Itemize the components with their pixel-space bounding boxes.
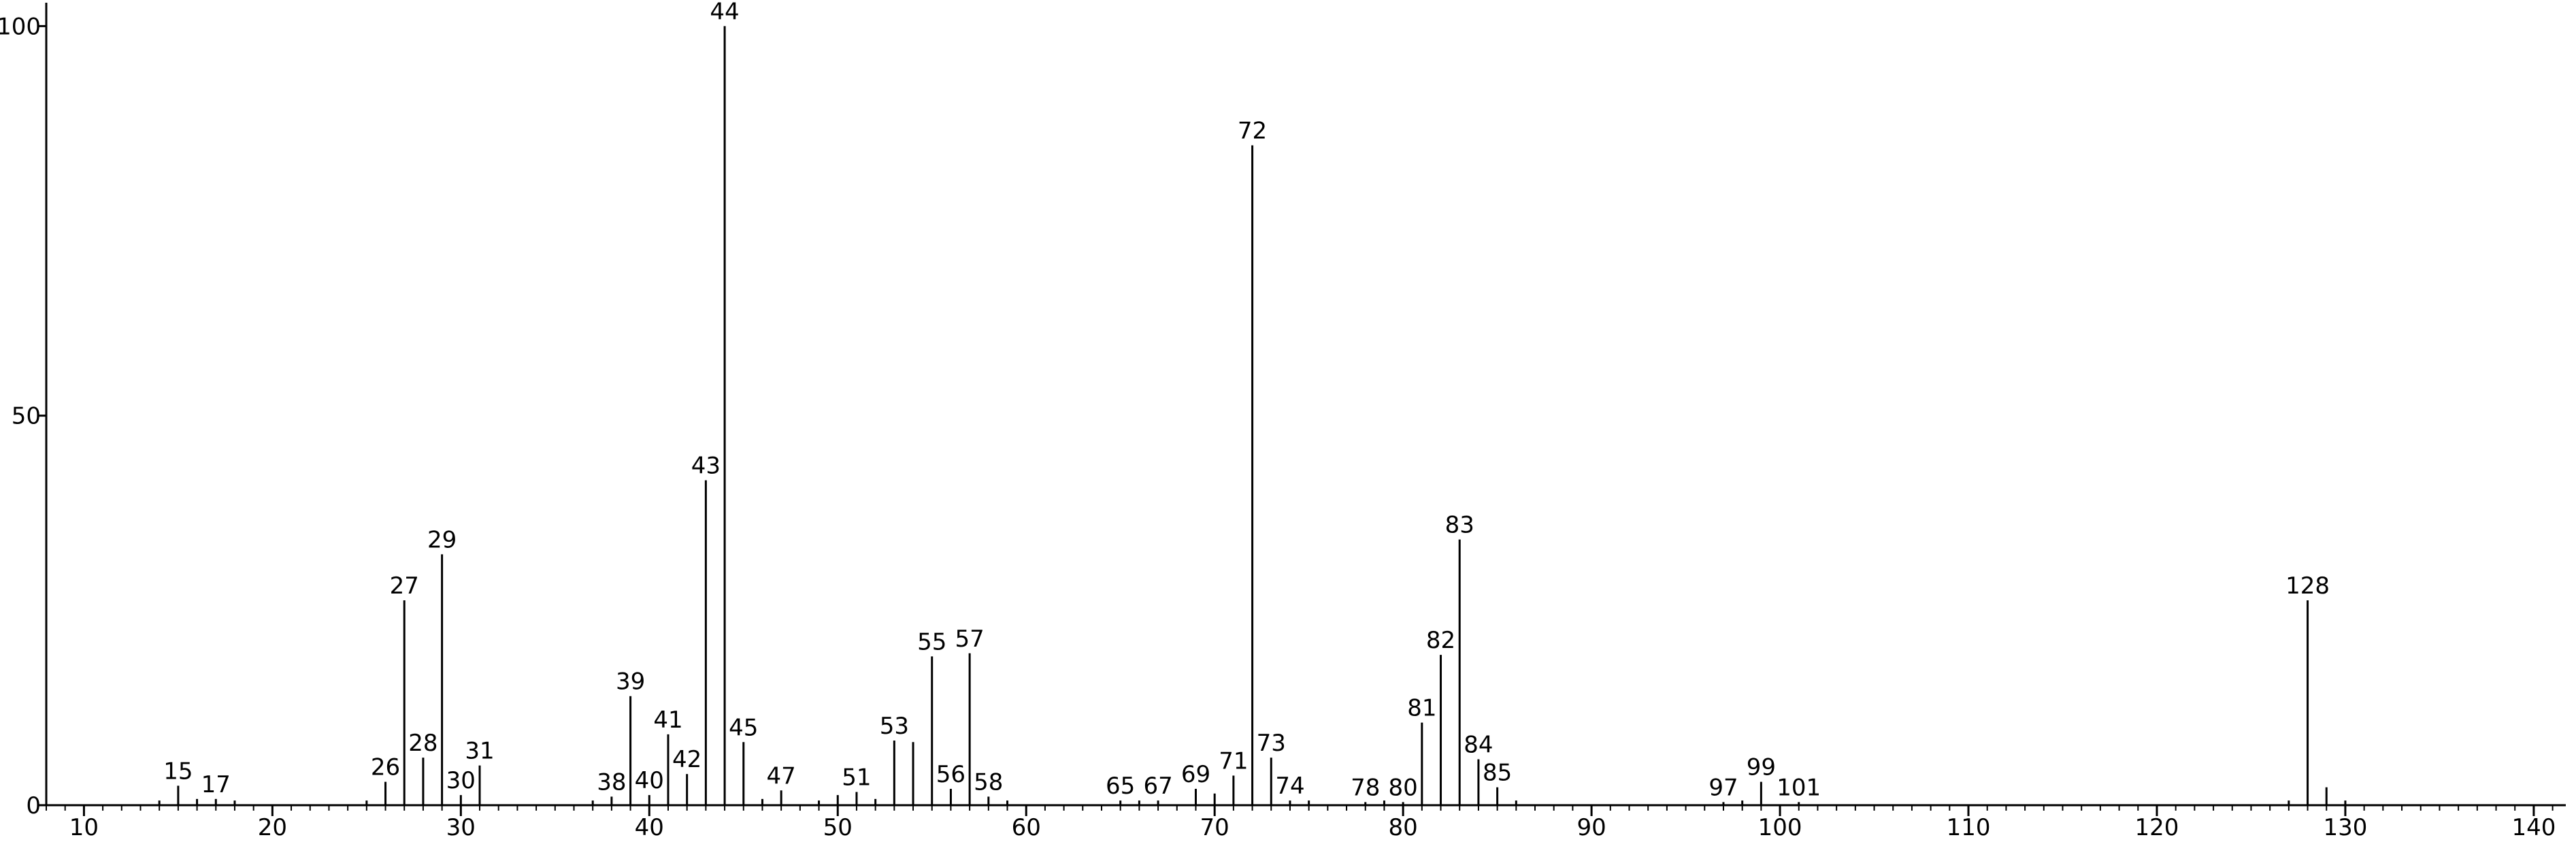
peak-label: 99 — [1747, 754, 1776, 781]
peak-label: 27 — [390, 572, 419, 600]
y-tick-label: 100 — [0, 13, 41, 40]
peak-label: 84 — [1464, 731, 1493, 758]
peak-label: 28 — [408, 730, 437, 757]
x-tick-label: 120 — [2135, 814, 2179, 841]
x-tick-label: 70 — [1200, 814, 1229, 841]
peak-label: 81 — [1407, 695, 1436, 722]
peak-label: 67 — [1143, 773, 1172, 800]
peak-label: 31 — [465, 738, 494, 765]
peak-label: 29 — [427, 526, 457, 553]
peak-label: 74 — [1275, 773, 1304, 800]
peak-label: 45 — [729, 714, 758, 741]
peak-label: 51 — [842, 764, 871, 792]
peak-label: 128 — [2285, 572, 2330, 600]
peak-label: 78 — [1351, 774, 1380, 801]
x-tick-label: 10 — [69, 814, 99, 841]
peak-label: 15 — [163, 758, 193, 785]
peak-label: 56 — [936, 761, 965, 788]
x-tick-label: 20 — [258, 814, 287, 841]
x-tick-label: 110 — [1947, 814, 1991, 841]
x-tick-label: 90 — [1576, 814, 1606, 841]
y-tick-label: 0 — [26, 792, 41, 819]
peak-label: 72 — [1238, 117, 1267, 144]
x-tick-label: 130 — [2323, 814, 2367, 841]
peak-label: 55 — [917, 628, 946, 655]
peak-label: 42 — [672, 746, 701, 773]
y-tick-label: 50 — [12, 403, 41, 430]
peak-label: 80 — [1389, 774, 1418, 801]
peak-label: 101 — [1777, 774, 1821, 801]
peak-label: 17 — [201, 771, 231, 798]
x-tick-label: 140 — [2511, 814, 2556, 841]
peak-label: 43 — [691, 453, 721, 480]
peak-label: 82 — [1426, 627, 1455, 654]
peak-label: 69 — [1181, 761, 1210, 788]
peak-label: 44 — [710, 0, 739, 25]
peak-label: 26 — [371, 754, 400, 781]
x-tick-label: 60 — [1012, 814, 1041, 841]
x-tick-label: 50 — [823, 814, 853, 841]
peak-label: 97 — [1708, 774, 1738, 801]
peak-label: 39 — [616, 668, 645, 696]
peak-label: 41 — [653, 707, 682, 734]
peak-label: 71 — [1219, 748, 1248, 775]
x-tick-label: 100 — [1758, 814, 1802, 841]
x-tick-label: 40 — [635, 814, 664, 841]
peak-label: 58 — [974, 768, 1003, 796]
peak-label: 85 — [1483, 760, 1512, 787]
peak-label: 53 — [880, 713, 909, 740]
peak-label: 73 — [1257, 730, 1286, 757]
peak-label: 30 — [446, 767, 476, 794]
peak-label: 47 — [767, 762, 796, 790]
peak-label: 65 — [1106, 773, 1135, 800]
peak-label: 83 — [1445, 512, 1474, 539]
x-tick-label: 30 — [446, 814, 476, 841]
x-tick-label: 80 — [1389, 814, 1418, 841]
peak-label: 57 — [955, 626, 984, 653]
peak-label: 40 — [635, 767, 664, 794]
peak-label: 38 — [597, 768, 626, 796]
